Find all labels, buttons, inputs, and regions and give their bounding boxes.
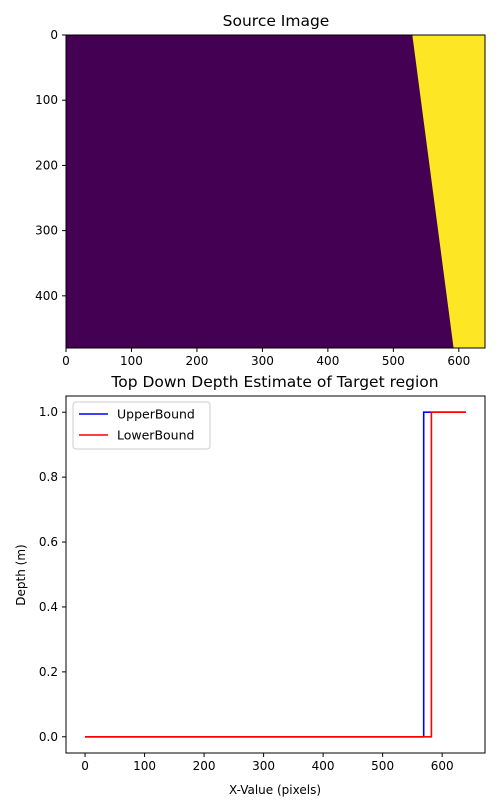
y-tick-label: 0.8 (39, 470, 58, 484)
chart-title: Top Down Depth Estimate of Target region (110, 373, 438, 391)
x-axis-ticks: 0 100 200 300 400 500 600 (81, 753, 454, 773)
y-axis-ticks: 0 100 200 300 400 (35, 28, 66, 303)
x-tick-label: 600 (447, 354, 470, 368)
x-tick-label: 200 (185, 354, 208, 368)
x-axis-label: X-Value (pixels) (229, 783, 321, 797)
plot-lines (85, 411, 466, 738)
legend: UpperBound LowerBound (72, 401, 211, 450)
y-axis-ticks: 0.0 0.2 0.4 0.6 0.8 1.0 (39, 405, 66, 744)
y-tick-label: 0.0 (39, 730, 58, 744)
plot-frame (65, 395, 486, 754)
x-tick-label: 200 (193, 759, 216, 773)
y-tick-label: 0.4 (39, 600, 58, 614)
y-tick-label: 100 (35, 93, 58, 107)
target-region (412, 35, 485, 348)
y-tick-label: 0.6 (39, 535, 58, 549)
x-tick-label: 400 (312, 759, 335, 773)
depth-estimate-chart: Top Down Depth Estimate of Target region… (14, 373, 486, 797)
x-tick-label: 0 (62, 354, 70, 368)
series-line-lowerbound (85, 411, 466, 738)
image-frame (65, 34, 486, 349)
series-line-upperbound (85, 411, 466, 738)
x-tick-label: 500 (371, 759, 394, 773)
chart-title: Source Image (223, 12, 330, 30)
legend-label: LowerBound (117, 428, 194, 443)
y-tick-label: 0.2 (39, 665, 58, 679)
x-tick-label: 0 (81, 759, 89, 773)
x-axis-ticks: 0 100 200 300 400 500 600 (62, 348, 470, 368)
y-tick-label: 1.0 (39, 405, 58, 419)
y-axis-label: Depth (m) (14, 544, 28, 605)
y-tick-label: 400 (35, 289, 58, 303)
x-tick-label: 100 (133, 759, 156, 773)
y-tick-label: 200 (35, 158, 58, 172)
y-tick-label: 300 (35, 224, 58, 238)
x-tick-label: 600 (431, 759, 454, 773)
x-tick-label: 300 (251, 354, 274, 368)
x-tick-label: 100 (120, 354, 143, 368)
x-tick-label: 300 (252, 759, 275, 773)
source-image-chart: Source Image 0 100 200 300 400 500 600 0 100 200… (35, 12, 486, 368)
x-tick-label: 400 (316, 354, 339, 368)
x-tick-label: 500 (382, 354, 405, 368)
y-tick-label: 0 (50, 28, 58, 42)
legend-label: UpperBound (117, 407, 195, 422)
background-region (66, 35, 485, 348)
image-plot-area (65, 34, 486, 349)
